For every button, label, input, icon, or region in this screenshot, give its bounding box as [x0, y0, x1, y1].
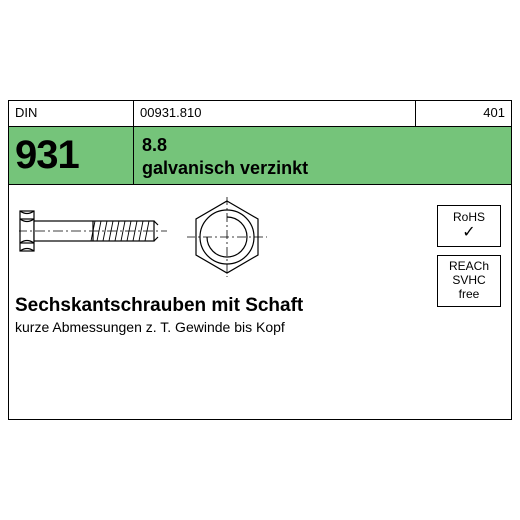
reach-line3: free [459, 288, 480, 302]
rohs-badge: RoHS ✓ [437, 205, 501, 247]
hex-head-diagram [187, 197, 267, 277]
top-info-row: DIN 00931.810 401 [9, 101, 511, 127]
din-number-cell: 931 [9, 127, 134, 185]
din-number: 931 [15, 133, 79, 178]
standard-cell: DIN [9, 101, 134, 127]
check-icon: ✓ [462, 225, 475, 241]
reach-badge: REACh SVHC free [437, 255, 501, 307]
reach-line1: REACh [449, 260, 489, 274]
reach-line2: SVHC [452, 274, 485, 288]
grade-value: 8.8 [142, 135, 503, 156]
description-title: Sechskantschrauben mit Schaft [15, 295, 411, 317]
right-cell: 401 [416, 101, 511, 127]
right-value: 401 [483, 105, 505, 120]
description-subtitle: kurze Abmessungen z. T. Gewinde bis Kopf [15, 319, 411, 335]
grade-finish-cell: 8.8 galvanisch verzinkt [134, 127, 511, 185]
description-block: Sechskantschrauben mit Schaft kurze Abme… [15, 295, 411, 335]
rohs-label: RoHS [453, 211, 485, 225]
bolt-side-diagram [19, 201, 169, 261]
diagram-area: RoHS ✓ REACh SVHC free Sechskantschraube… [9, 185, 511, 421]
code-cell: 00931.810 [134, 101, 416, 127]
spec-card: DIN 00931.810 401 931 8.8 galvanisch ver… [8, 100, 512, 420]
code-value: 00931.810 [140, 105, 201, 120]
green-row: 931 8.8 galvanisch verzinkt [9, 127, 511, 185]
standard-label: DIN [15, 105, 37, 120]
finish-value: galvanisch verzinkt [142, 158, 503, 179]
